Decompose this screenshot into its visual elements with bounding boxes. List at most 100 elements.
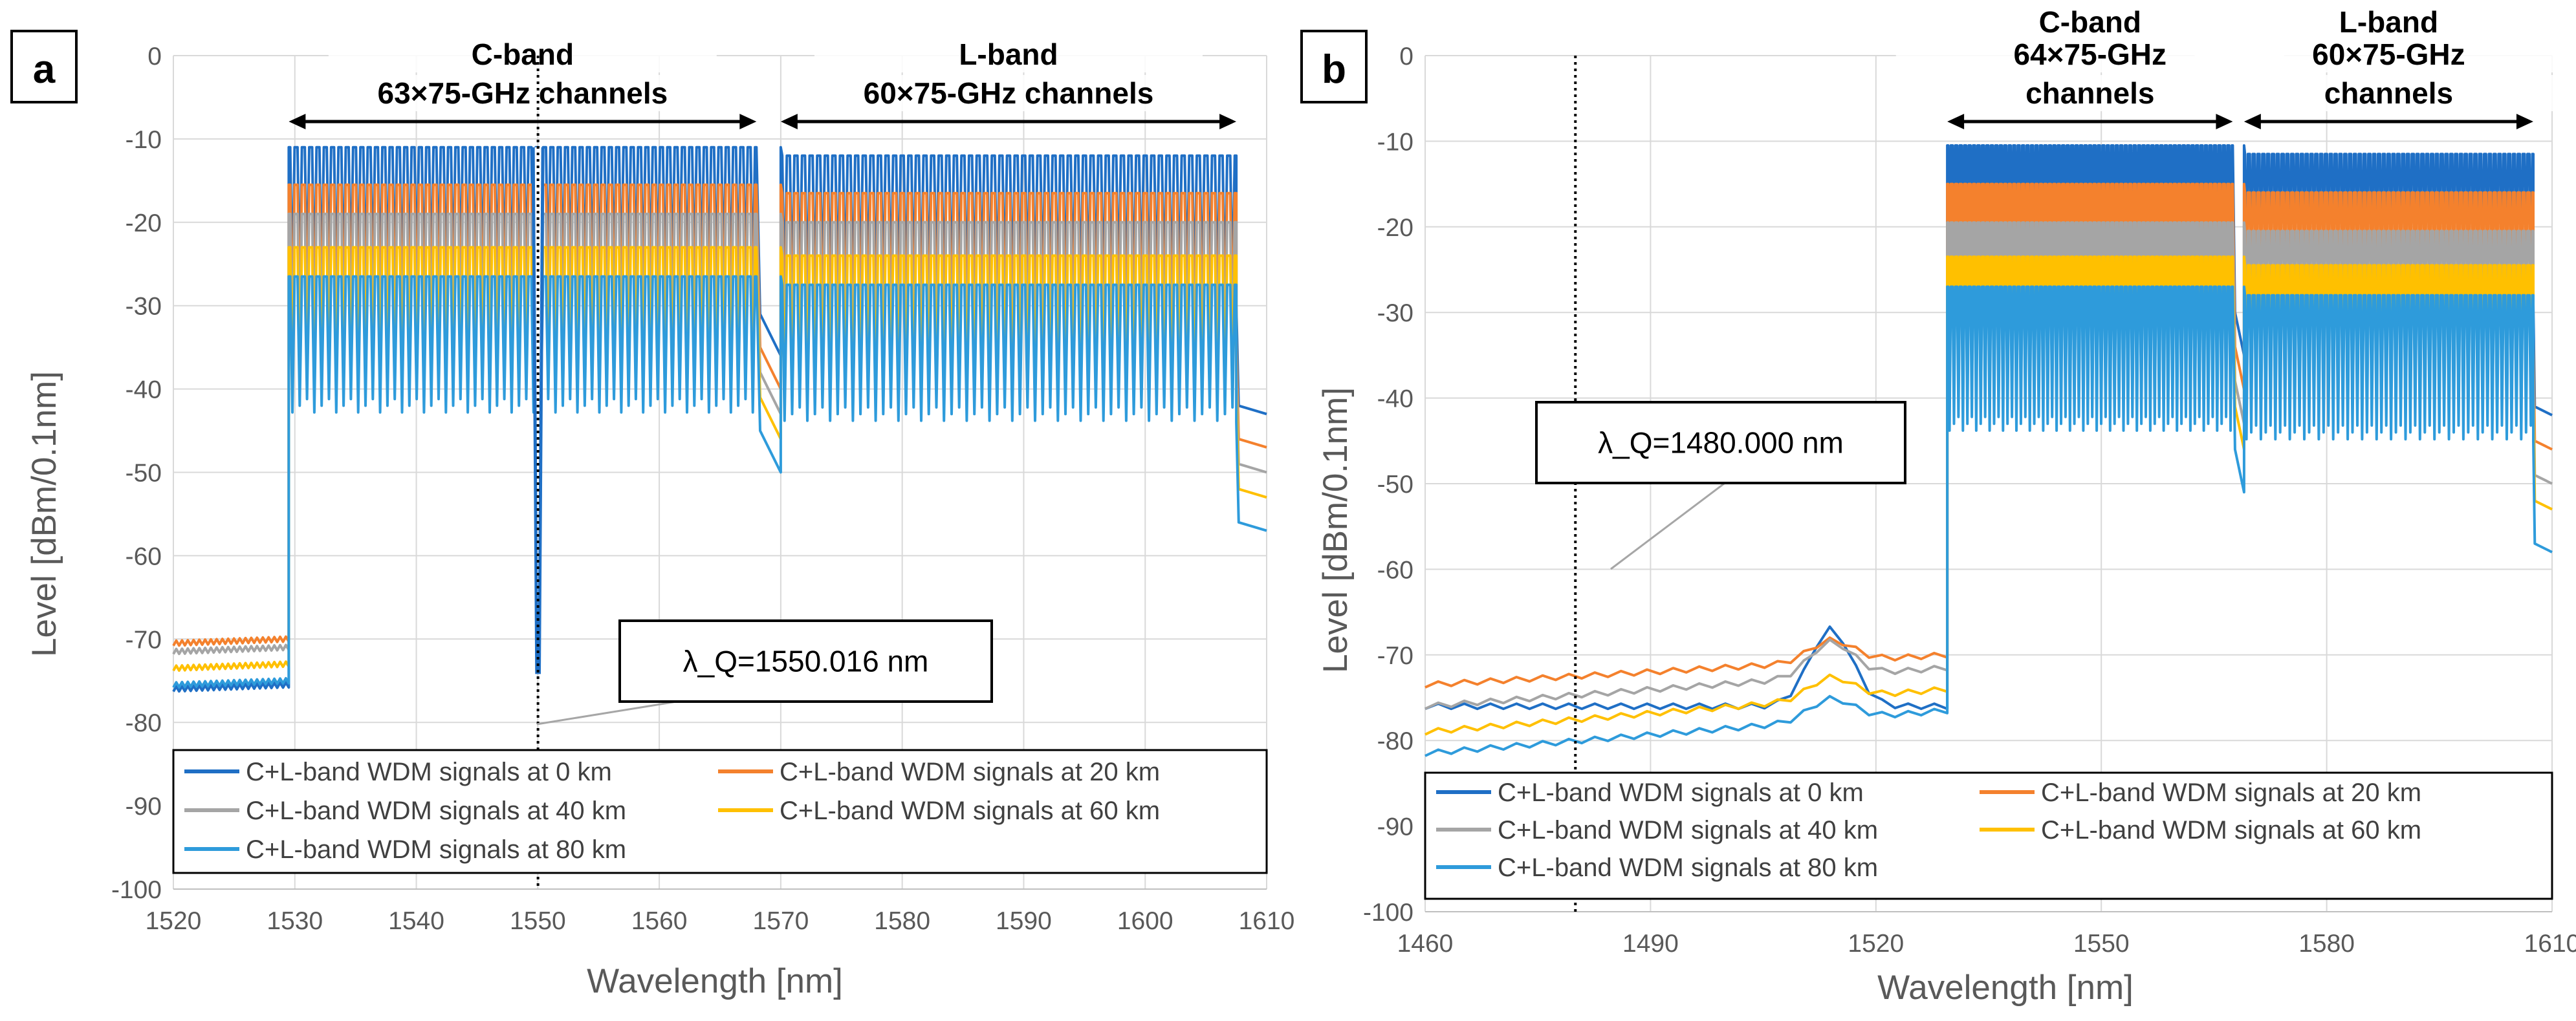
legend-entry-0: C+L-band WDM signals at 0 km [1498, 779, 1864, 807]
y-tick-label: -10 [1377, 128, 1414, 156]
band-label-line2: 63×75-GHz channels [378, 76, 668, 110]
y-tick-label: -50 [126, 460, 162, 488]
band-arrow-head-left [289, 114, 306, 129]
band-arrow-head-left [1947, 114, 1965, 129]
panel-a-marker: λ_Q=1550.016 nm [536, 56, 993, 889]
y-tick-label: -100 [111, 876, 162, 904]
series-line-4 [1424, 285, 2553, 757]
callout-label: λ_Q=1480.000 nm [1598, 426, 1844, 460]
band-label-line1: L-band [2339, 5, 2438, 39]
band-arrow-head-left [2243, 114, 2261, 129]
panel-b-axes: 0 -10 -20 -30 -40 -50 -60 -70 -80 -90 -100 1460 1490… [1363, 43, 2576, 958]
legend-entry-3: C+L-band WDM signals at 60 km [780, 797, 1160, 825]
x-tick-label: 1550 [2073, 930, 2130, 958]
legend-entry-1: C+L-band WDM signals at 20 km [780, 758, 1160, 786]
y-tick-label: -60 [1377, 556, 1414, 584]
callout-box [618, 619, 993, 703]
band-label-line2: 60×75-GHz [2312, 38, 2465, 71]
panel-a-series [172, 145, 1267, 693]
x-tick-label: 1520 [1848, 930, 1904, 958]
y-tick-label: -20 [126, 210, 162, 237]
panel-b-legend: C+L-band WDM signals at 0 km C+L-band WDM… [1424, 771, 2553, 900]
x-tick-label: 1580 [874, 907, 930, 935]
legend-entry-2: C+L-band WDM signals at 40 km [246, 797, 626, 825]
panel-a-y-axis-label: Level [dBm/0.1nm] [25, 371, 63, 657]
series-line-4 [172, 275, 1267, 689]
y-tick-label: -100 [1363, 899, 1414, 927]
y-tick-label: -70 [126, 626, 162, 654]
band-label-line2: 60×75-GHz channels [864, 76, 1154, 110]
panel-a-label-box [10, 30, 78, 103]
band-label-bg [2194, 4, 2576, 40]
band-label-bg [814, 36, 1203, 72]
legend-entry-0: C+L-band WDM signals at 0 km [246, 758, 612, 786]
panel-b-label: b [1322, 47, 1346, 92]
y-tick-label: -40 [126, 376, 162, 404]
y-tick-label: 0 [147, 43, 162, 70]
band-label-bg [328, 36, 717, 72]
band-label-line1: L-band [959, 38, 1058, 71]
y-tick-label: -80 [126, 709, 162, 737]
band-label-bg [2194, 75, 2576, 111]
legend-entry-1: C+L-band WDM signals at 20 km [2041, 779, 2421, 807]
x-tick-label: 1530 [267, 907, 323, 935]
band-label-line1: C-band [2039, 5, 2141, 39]
y-tick-label: -70 [1377, 642, 1414, 670]
x-tick-label: 1550 [510, 907, 566, 935]
panel-b-x-axis-label: Wavelength [nm] [1877, 969, 2134, 1007]
x-tick-label: 1560 [631, 907, 688, 935]
y-tick-label: -40 [1377, 385, 1414, 413]
x-tick-label: 1600 [1117, 907, 1173, 935]
x-tick-label: 1490 [1622, 930, 1679, 958]
panel-b-marker: λ_Q=1480.000 nm [1535, 56, 1906, 912]
x-tick-label: 1540 [388, 907, 444, 935]
band-arrow-head-right [1219, 114, 1237, 129]
panel-b-label-box [1300, 30, 1368, 103]
panel-a: a 0 -10 -20 -30 -40 -50 -60 -70 -80 -90 -100 1520 15… [10, 30, 1294, 1000]
y-tick-label: -30 [1377, 299, 1414, 327]
x-tick-label: 1520 [146, 907, 202, 935]
y-tick-label: -80 [1377, 727, 1414, 755]
y-tick-label: -90 [1377, 813, 1414, 841]
panel-b-y-axis-label: Level [dBm/0.1nm] [1316, 387, 1355, 673]
x-tick-label: 1610 [1239, 907, 1295, 935]
band-label-bg [2194, 36, 2576, 72]
y-tick-label: -10 [126, 126, 162, 154]
callout-box [1535, 401, 1906, 484]
band-label-bg [328, 75, 717, 111]
x-tick-label: 1610 [2524, 930, 2576, 958]
y-tick-label: -20 [1377, 214, 1414, 242]
legend-entry-3: C+L-band WDM signals at 60 km [2041, 816, 2421, 844]
band-arrow-head-right [2516, 114, 2533, 129]
panel-b: b 0 -10 -20 -30 -40 -50 -60 -70 -80 -90 -100 1460 14… [1300, 4, 2576, 1007]
band-arrow-head-right [2216, 114, 2233, 129]
y-tick-label: -50 [1377, 471, 1414, 499]
band-label-line3: channels [2025, 76, 2154, 110]
band-label-line3: channels [2324, 76, 2453, 110]
panel-a-label: a [33, 47, 56, 92]
band-label-line2: 64×75-GHz [2014, 38, 2167, 71]
legend-entry-4: C+L-band WDM signals at 80 km [246, 835, 626, 864]
band-arrow-head-right [739, 114, 757, 129]
x-tick-label: 1570 [753, 907, 809, 935]
panel-a-legend: C+L-band WDM signals at 0 km C+L-band WDM… [172, 749, 1268, 874]
y-tick-label: 0 [1399, 43, 1414, 70]
x-tick-label: 1580 [2298, 930, 2355, 958]
x-tick-label: 1590 [996, 907, 1052, 935]
legend-entry-4: C+L-band WDM signals at 80 km [1498, 854, 1878, 882]
legend-entry-2: C+L-band WDM signals at 40 km [1498, 816, 1878, 844]
band-arrow-head-left [780, 114, 798, 129]
panel-a-axes: 0 -10 -20 -30 -40 -50 -60 -70 -80 -90 -100 1520 1530… [111, 43, 1294, 935]
callout-label: λ_Q=1550.016 nm [683, 645, 929, 678]
y-tick-label: -90 [126, 793, 162, 821]
band-label-line1: C-band [472, 38, 574, 71]
callout-leader-line [1610, 478, 1730, 570]
x-tick-label: 1460 [1397, 930, 1454, 958]
band-label-bg [814, 75, 1203, 111]
panel-a-x-axis-label: Wavelength [nm] [587, 962, 843, 1000]
y-tick-label: -30 [126, 293, 162, 321]
y-tick-label: -60 [126, 543, 162, 570]
panel-a-band-annotations: C-band 63×75-GHz channels L-band 60×75-GHz … [289, 36, 1237, 129]
